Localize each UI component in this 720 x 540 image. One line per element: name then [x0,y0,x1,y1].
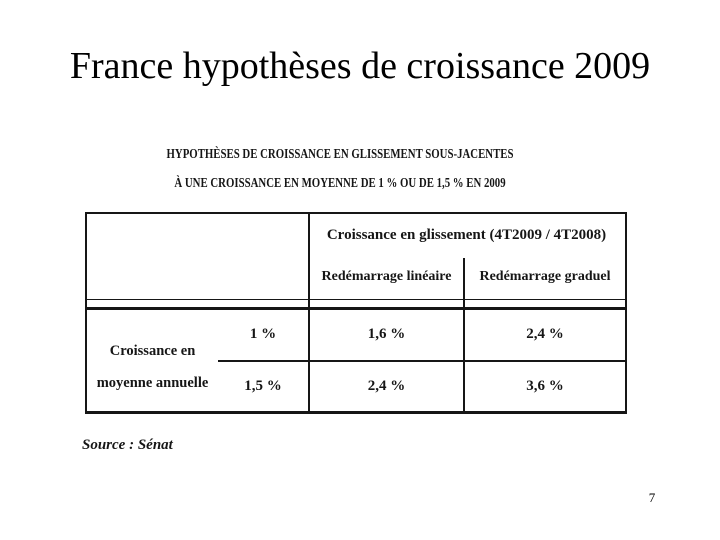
row2-gradual-value-cell: 3,6 % [526,378,564,394]
row-separator [218,360,625,362]
figure-caption-line2: À UNE CROISSANCE EN MOYENNE DE 1 % OU DE… [174,175,506,190]
row-group-label-line1: Croissance en [109,343,196,359]
figure-caption-line1: HYPOTHÈSES DE CROISSANCE EN GLISSEMENT S… [166,146,514,161]
slide-title: France hypothèses de croissance 2009 [69,45,651,87]
row-group-label-line2: moyenne annuelle [96,375,209,391]
header-separator-thin [87,299,625,300]
column-header-linear: Redémarrage linéaire [321,269,452,284]
header-separator-thick [87,307,625,310]
row2-average-growth-cell: 1,5 % [244,378,282,394]
column-divider-2 [463,258,465,411]
column-divider-1 [308,214,310,411]
growth-table: Croissance en glissement (4T2009 / 4T200… [85,212,627,414]
row1-gradual-value-cell: 2,4 % [526,326,564,342]
column-header-gradual: Redémarrage graduel [479,269,611,284]
row1-average-growth-cell: 1 % [249,326,277,342]
group-header-cell: Croissance en glissement (4T2009 / 4T200… [326,227,607,243]
figure-caption: HYPOTHÈSES DE CROISSANCE EN GLISSEMENT S… [70,146,610,191]
row-group-label: Croissance en moyenne annuelle [87,335,218,399]
row2-linear-value-cell: 2,4 % [367,378,406,394]
row1-linear-value-cell: 1,6 % [367,326,406,342]
page-number: 7 [648,490,656,505]
source-note: Source : Sénat [82,437,173,453]
